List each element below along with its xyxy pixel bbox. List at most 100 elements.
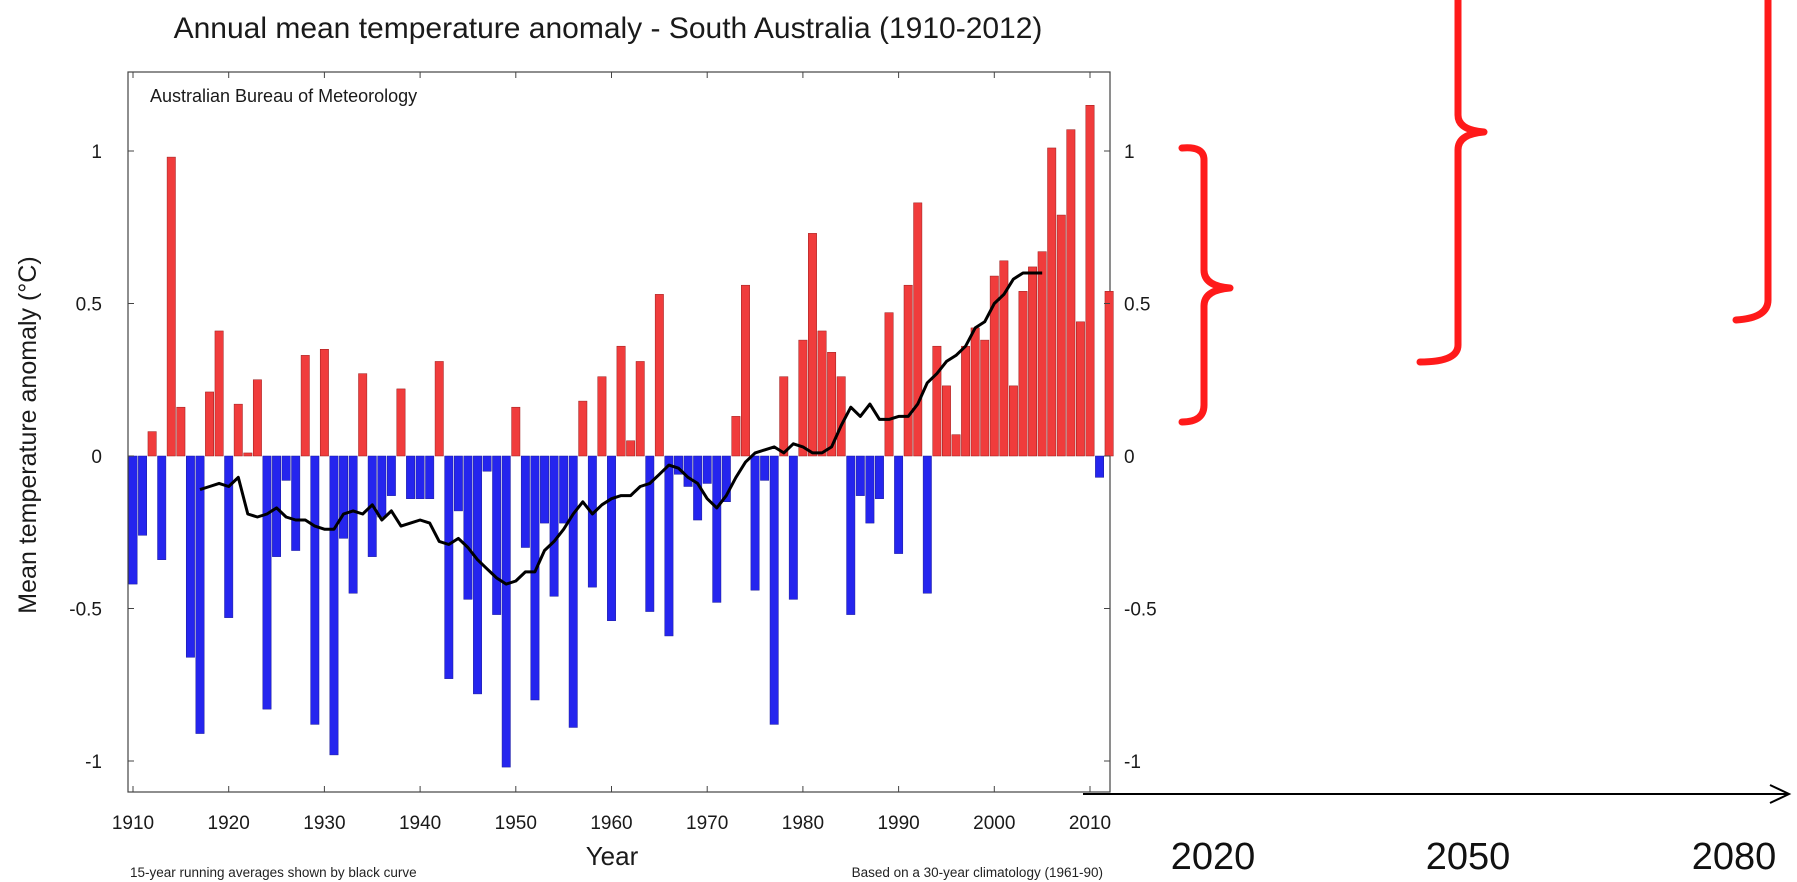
bar-2002 xyxy=(1009,385,1018,457)
bar-1999 xyxy=(980,339,990,457)
bar-1971 xyxy=(712,455,722,603)
bar-1981 xyxy=(808,233,817,457)
bar-1955 xyxy=(559,455,569,524)
bar-1972 xyxy=(721,455,731,502)
bar-1967 xyxy=(674,455,683,475)
x-tick-label: 2010 xyxy=(1069,813,1111,834)
bar-1923 xyxy=(252,379,262,457)
y-tick-label: 0.5 xyxy=(76,295,102,316)
x-tick-label: 1990 xyxy=(877,813,919,834)
bar-1970 xyxy=(702,455,712,484)
bar-1941 xyxy=(425,455,435,499)
bar-1958 xyxy=(587,455,597,588)
bar-1914 xyxy=(166,156,176,457)
bar-1916 xyxy=(185,455,195,658)
x-tick-label: 1940 xyxy=(399,813,441,834)
x-axis-label: Year xyxy=(586,841,639,871)
bar-1961 xyxy=(616,345,626,457)
bar-1928 xyxy=(300,355,310,457)
bar-2006 xyxy=(1047,147,1057,457)
y-tick-label: -1 xyxy=(85,752,102,773)
bracket-2050-range xyxy=(1416,0,1488,366)
bar-1973 xyxy=(731,416,741,457)
bar-1951 xyxy=(520,455,530,548)
bracket-2020-range xyxy=(1178,144,1234,426)
running-average-curve xyxy=(199,271,1043,586)
bar-1937 xyxy=(386,455,396,496)
bar-1915 xyxy=(176,406,186,457)
bar-1964 xyxy=(645,455,655,612)
bar-1982 xyxy=(817,330,827,457)
bar-1983 xyxy=(827,352,837,457)
bar-1926 xyxy=(281,455,291,481)
projection-year-2050: 2050 xyxy=(1426,836,1511,878)
bar-2000 xyxy=(989,275,999,457)
bar-1929 xyxy=(310,455,320,725)
bar-2010 xyxy=(1085,105,1095,457)
projection-year-2020: 2020 xyxy=(1171,836,1256,878)
bar-1987 xyxy=(865,455,875,524)
bar-1940 xyxy=(415,455,425,499)
y-tick-label: -0.5 xyxy=(69,600,102,621)
bar-1992 xyxy=(913,202,923,457)
bar-1985 xyxy=(846,455,856,615)
bar-1919 xyxy=(214,330,224,457)
bar-1989 xyxy=(884,312,894,457)
bar-1927 xyxy=(291,455,301,551)
bar-1920 xyxy=(224,455,234,618)
bar-1957 xyxy=(578,400,588,457)
bar-1945 xyxy=(463,455,473,600)
source-label: Australian Bureau of Meteorology xyxy=(150,86,417,106)
bar-1977 xyxy=(769,455,779,725)
bar-1975 xyxy=(750,455,760,591)
bar-1925 xyxy=(272,455,281,557)
bar-1995 xyxy=(942,385,951,457)
bar-1946 xyxy=(473,455,482,695)
bar-1931 xyxy=(329,455,339,756)
x-tick-label: 2000 xyxy=(973,813,1015,834)
bar-1993 xyxy=(922,455,932,594)
x-tick-label: 1960 xyxy=(590,813,632,834)
bar-1932 xyxy=(339,455,348,539)
bracket-2080-range xyxy=(1732,0,1772,324)
bar-1960 xyxy=(607,455,616,621)
bar-1996 xyxy=(951,434,961,457)
x-tick-label: 1950 xyxy=(495,813,537,834)
bar-1976 xyxy=(760,455,770,481)
bar-1968 xyxy=(683,455,693,487)
bar-1965 xyxy=(654,294,664,457)
bar-1956 xyxy=(568,455,578,728)
x-tick-label: 1970 xyxy=(686,813,728,834)
x-tick-label: 1920 xyxy=(208,813,250,834)
bar-1991 xyxy=(903,284,913,457)
x-tick-label: 1930 xyxy=(303,813,345,834)
bar-1936 xyxy=(377,455,387,518)
bar-2011 xyxy=(1095,455,1105,478)
bar-1918 xyxy=(205,391,215,457)
bar-1947 xyxy=(482,455,492,472)
bar-1930 xyxy=(319,349,329,457)
y-tick-label-right: -1 xyxy=(1124,752,1141,773)
y-tick-label: 1 xyxy=(91,142,102,163)
y-tick-label: 0 xyxy=(91,447,102,468)
bar-2012 xyxy=(1104,291,1114,457)
bar-1966 xyxy=(664,455,674,637)
bar-1939 xyxy=(406,455,415,499)
y-tick-label-right: 0 xyxy=(1124,447,1135,468)
bar-1980 xyxy=(798,339,808,457)
projection-annotation: 2020 2050 2080 xyxy=(1083,0,1792,878)
bar-1990 xyxy=(894,455,904,554)
bar-1954 xyxy=(549,455,559,597)
bar-1911 xyxy=(138,455,148,536)
bar-1994 xyxy=(932,345,942,457)
bar-1942 xyxy=(434,361,444,457)
bar-1933 xyxy=(348,455,358,594)
bar-1944 xyxy=(453,455,463,512)
bar-1948 xyxy=(492,455,502,615)
bar-1959 xyxy=(597,376,607,457)
bar-1988 xyxy=(875,455,884,499)
x-tick-label: 1910 xyxy=(112,813,154,834)
y-tick-label-right: 1 xyxy=(1124,142,1135,163)
footnote-running-average: 15-year running averages shown by black … xyxy=(130,865,417,880)
